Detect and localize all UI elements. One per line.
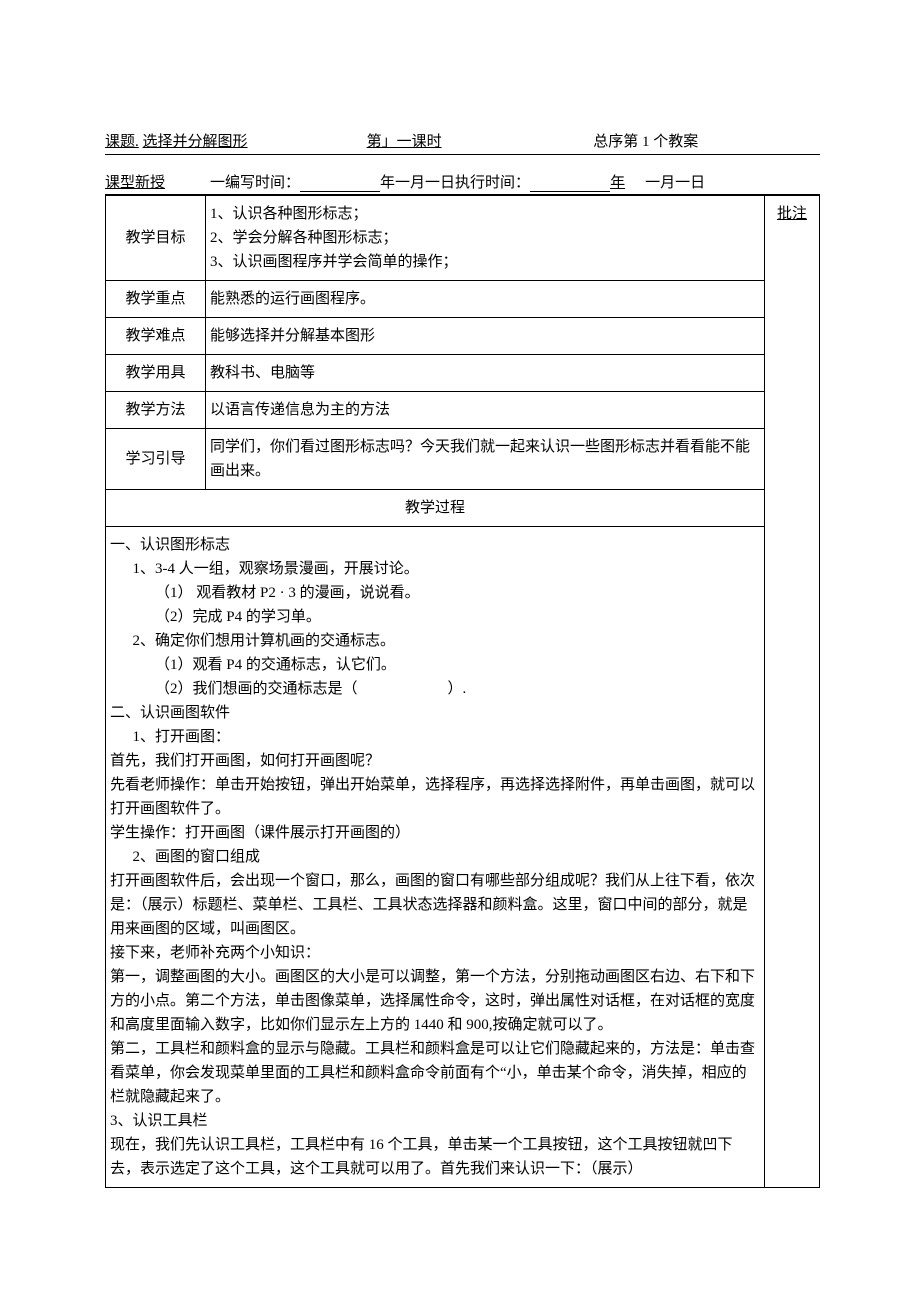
process-title-row: 教学过程 bbox=[106, 490, 820, 527]
exec-time-year: 年 bbox=[610, 175, 625, 191]
note-sidebar: 批注 bbox=[765, 196, 820, 1188]
sequence-label: 总序第 1 个教案 bbox=[593, 130, 820, 151]
content-p6: （1）观看 P4 的交通标志，认它们。 bbox=[110, 653, 760, 677]
process-title: 教学过程 bbox=[106, 490, 765, 527]
period-label: 第」一课时 bbox=[367, 130, 594, 151]
exec-date: 一月一日 bbox=[645, 171, 705, 192]
write-time: 一编写时间： 年一月一日执行时间： 年 bbox=[210, 171, 625, 192]
content-p3: （1） 观看教材 P2 · 3 的漫画，说说看。 bbox=[110, 581, 760, 605]
header-row: 课题. 选择并分解图形 第」一课时 总序第 1 个教案 bbox=[105, 130, 820, 155]
content-p11: 先看老师操作：单击开始按钮，弹出开始菜单，选择程序，再选择选择附件，再单击画图，… bbox=[110, 773, 760, 821]
topic-section: 课题. 选择并分解图形 bbox=[105, 130, 367, 151]
topic-value: 选择并分解图形 bbox=[143, 134, 248, 150]
focus-row: 教学重点 能熟悉的运行画图程序。 bbox=[106, 281, 820, 318]
content-p8: 二、认识画图软件 bbox=[110, 701, 760, 725]
difficulty-value: 能够选择并分解基本图形 bbox=[206, 318, 765, 355]
method-value: 以语言传递信息为主的方法 bbox=[206, 392, 765, 429]
exec-time-blank bbox=[530, 176, 610, 192]
meta-row: 课型新授 一编写时间： 年一月一日执行时间： 年 一月一日 bbox=[105, 157, 820, 195]
class-type-value: 新授 bbox=[135, 175, 165, 191]
method-label: 教学方法 bbox=[106, 392, 206, 429]
method-row: 教学方法 以语言传递信息为主的方法 bbox=[106, 392, 820, 429]
content-p17: 第二，工具栏和颜料盒的显示与隐藏。工具栏和颜料盒是可以让它们隐藏起来的，方法是：… bbox=[110, 1037, 760, 1109]
content-p13: 2、画图的窗口组成 bbox=[110, 845, 760, 869]
content-p19: 现在，我们先认识工具栏，工具栏中有 16 个工具，单击某一个工具按钮，这个工具按… bbox=[110, 1133, 760, 1181]
objective-content: 1、认识各种图形标志； 2、学会分解各种图形标志； 3、认识画图程序并学会简单的… bbox=[206, 196, 765, 281]
process-content: 一、认识图形标志 1、3-4 人一组，观察场景漫画，开展讨论。 （1） 观看教材… bbox=[106, 527, 765, 1188]
focus-value: 能熟悉的运行画图程序。 bbox=[206, 281, 765, 318]
write-time-label: 一编写时间： bbox=[210, 175, 300, 191]
note-label: 批注 bbox=[777, 206, 807, 222]
objective-row: 教学目标 1、认识各种图形标志； 2、学会分解各种图形标志； 3、认识画图程序并… bbox=[106, 196, 820, 281]
objective-1: 1、认识各种图形标志； bbox=[210, 202, 760, 226]
guide-label: 学习引导 bbox=[106, 429, 206, 490]
guide-value: 同学们，你们看过图形标志吗？今天我们就一起来认识一些图形标志并看看能不能画出来。 bbox=[206, 429, 765, 490]
process-content-row: 一、认识图形标志 1、3-4 人一组，观察场景漫画，开展讨论。 （1） 观看教材… bbox=[106, 527, 820, 1188]
content-p4: （2）完成 P4 的学习单。 bbox=[110, 605, 760, 629]
tools-row: 教学用具 教科书、电脑等 bbox=[106, 355, 820, 392]
content-p1: 一、认识图形标志 bbox=[110, 533, 760, 557]
objective-2: 2、学会分解各种图形标志； bbox=[210, 226, 760, 250]
write-time-blank bbox=[300, 176, 380, 192]
content-p12: 学生操作：打开画图（课件展示打开画图的） bbox=[110, 821, 760, 845]
content-p14: 打开画图软件后，会出现一个窗口，那么，画图的窗口有哪些部分组成呢？我们从上往下看… bbox=[110, 869, 760, 941]
content-p9: 1、打开画图： bbox=[110, 725, 760, 749]
content-p7: （2）我们想画的交通标志是（ ）. bbox=[110, 677, 760, 701]
topic-label: 课题. bbox=[105, 134, 139, 150]
content-p2: 1、3-4 人一组，观察场景漫画，开展讨论。 bbox=[110, 557, 760, 581]
focus-label: 教学重点 bbox=[106, 281, 206, 318]
class-type: 课型新授 bbox=[105, 171, 165, 192]
tools-value: 教科书、电脑等 bbox=[206, 355, 765, 392]
objective-3: 3、认识画图程序并学会简单的操作； bbox=[210, 250, 760, 274]
content-p5: 2、确定你们想用计算机画的交通标志。 bbox=[110, 629, 760, 653]
write-time-suffix: 年一月一日执行时间： bbox=[380, 175, 530, 191]
lesson-plan-table: 教学目标 1、认识各种图形标志； 2、学会分解各种图形标志； 3、认识画图程序并… bbox=[105, 195, 820, 1188]
content-p18: 3、认识工具栏 bbox=[110, 1109, 760, 1133]
guide-row: 学习引导 同学们，你们看过图形标志吗？今天我们就一起来认识一些图形标志并看看能不… bbox=[106, 429, 820, 490]
difficulty-row: 教学难点 能够选择并分解基本图形 bbox=[106, 318, 820, 355]
objective-label: 教学目标 bbox=[106, 196, 206, 281]
content-p15: 接下来，老师补充两个小知识： bbox=[110, 941, 760, 965]
class-type-label: 课型 bbox=[105, 175, 135, 191]
tools-label: 教学用具 bbox=[106, 355, 206, 392]
difficulty-label: 教学难点 bbox=[106, 318, 206, 355]
content-p16: 第一，调整画图的大小。画图区的大小是可以调整，第一个方法，分别拖动画图区右边、右… bbox=[110, 965, 760, 1037]
content-p10: 首先，我们打开画图，如何打开画图呢？ bbox=[110, 749, 760, 773]
